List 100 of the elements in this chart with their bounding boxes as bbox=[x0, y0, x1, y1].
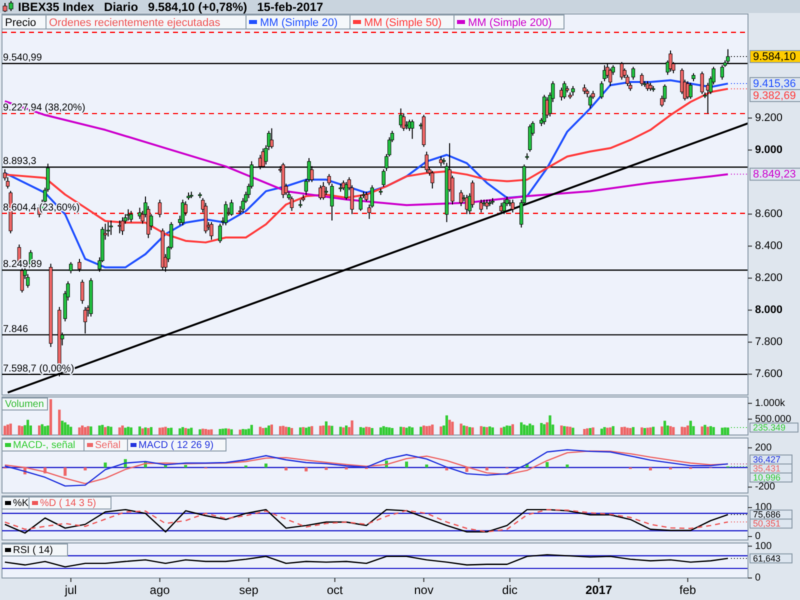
bar bbox=[58, 410, 61, 435]
bar bbox=[649, 427, 652, 435]
bar bbox=[144, 427, 147, 435]
bar bbox=[672, 427, 675, 435]
bar bbox=[244, 429, 248, 435]
y-tick-label: 0 bbox=[755, 531, 761, 542]
bar bbox=[608, 427, 612, 435]
legend-label: MM (Simple 200) bbox=[468, 17, 552, 29]
bar bbox=[284, 467, 288, 470]
bar bbox=[167, 428, 170, 435]
bar bbox=[511, 424, 514, 435]
bar bbox=[686, 426, 690, 435]
annotation: 61,643 bbox=[753, 553, 781, 564]
bar bbox=[304, 428, 308, 435]
bar bbox=[264, 428, 268, 435]
bar bbox=[104, 462, 107, 468]
bar bbox=[526, 426, 528, 435]
bar bbox=[126, 426, 130, 435]
candlestick bbox=[344, 182, 348, 200]
candlestick bbox=[688, 82, 692, 100]
bar bbox=[425, 464, 428, 468]
candlestick bbox=[430, 170, 434, 189]
candlestick bbox=[502, 199, 506, 215]
annotation: 8.849,23 bbox=[753, 168, 796, 181]
candlestick bbox=[571, 86, 575, 96]
annotation: 10,996 bbox=[753, 472, 781, 482]
x-tick-label: 2017 bbox=[585, 583, 612, 597]
bar bbox=[350, 420, 354, 435]
legend-label: %D ( 14 3 5) bbox=[40, 498, 96, 509]
bar bbox=[606, 428, 609, 435]
chart-title: IBEX35 Index Diario 9.584,10 (+0,78%) 15-feb-2017 bbox=[18, 0, 324, 14]
bar bbox=[38, 426, 41, 435]
bar bbox=[170, 428, 173, 435]
bar bbox=[704, 424, 706, 435]
bar bbox=[302, 427, 305, 435]
y-tick-label: 8.600 bbox=[755, 208, 783, 220]
bar bbox=[207, 430, 210, 435]
bar bbox=[90, 426, 92, 435]
bar bbox=[528, 424, 532, 435]
legend-label: MACD ( 12 26 9) bbox=[138, 440, 214, 451]
bar bbox=[224, 428, 228, 435]
y-tick-label: 0 bbox=[755, 572, 761, 584]
annotation: 9.584,10 bbox=[753, 50, 796, 63]
bar bbox=[164, 426, 167, 435]
candlestick bbox=[358, 194, 363, 212]
bar bbox=[440, 426, 442, 435]
bar bbox=[448, 420, 451, 435]
legend-label: MM (Simple 50) bbox=[364, 17, 442, 29]
bar bbox=[84, 467, 87, 470]
y-tick-label: 500.000 bbox=[755, 414, 792, 425]
bar bbox=[451, 422, 454, 435]
candlestick bbox=[327, 174, 331, 186]
annotation: 9.382,69 bbox=[753, 90, 796, 102]
x-tick-label: sep bbox=[239, 583, 259, 597]
bar bbox=[669, 426, 672, 435]
bar bbox=[405, 428, 408, 435]
bar bbox=[540, 422, 543, 435]
line-series bbox=[4, 554, 729, 568]
bar bbox=[218, 428, 222, 435]
bar bbox=[640, 427, 644, 435]
bar bbox=[568, 426, 572, 435]
bar bbox=[663, 420, 666, 435]
ref-line-label: 9.540,99 bbox=[3, 52, 42, 64]
bar bbox=[198, 429, 202, 435]
bar bbox=[586, 428, 589, 435]
bar bbox=[49, 399, 52, 435]
candlestick bbox=[80, 279, 84, 304]
x-tick-label: feb bbox=[679, 583, 696, 597]
bar bbox=[282, 426, 284, 435]
bar bbox=[4, 426, 6, 435]
candlestick bbox=[230, 199, 234, 216]
bar bbox=[491, 427, 494, 435]
bar bbox=[508, 426, 512, 435]
bar bbox=[230, 429, 233, 435]
bar bbox=[322, 426, 325, 435]
bar bbox=[110, 426, 112, 435]
ref-line-label: 8.893,3 bbox=[3, 156, 37, 168]
annotation: 36,427 bbox=[753, 454, 781, 464]
bar bbox=[365, 426, 368, 435]
candlestick bbox=[479, 199, 484, 214]
bar bbox=[247, 428, 250, 435]
bar bbox=[428, 426, 431, 435]
candlestick bbox=[528, 124, 532, 152]
bar bbox=[98, 426, 101, 435]
bar bbox=[546, 422, 548, 435]
bar bbox=[480, 426, 482, 435]
bar bbox=[684, 427, 686, 435]
bar bbox=[342, 427, 345, 435]
bar bbox=[388, 427, 391, 435]
bar bbox=[706, 426, 710, 435]
bar bbox=[44, 426, 46, 435]
y-tick-label: 200 bbox=[755, 442, 772, 454]
bar bbox=[222, 428, 224, 435]
bar bbox=[648, 467, 652, 470]
bar bbox=[130, 427, 132, 435]
bar bbox=[101, 424, 104, 435]
bar bbox=[400, 426, 402, 435]
bar bbox=[629, 428, 632, 435]
bar bbox=[431, 424, 434, 435]
annotation: 50,351 bbox=[753, 518, 781, 528]
